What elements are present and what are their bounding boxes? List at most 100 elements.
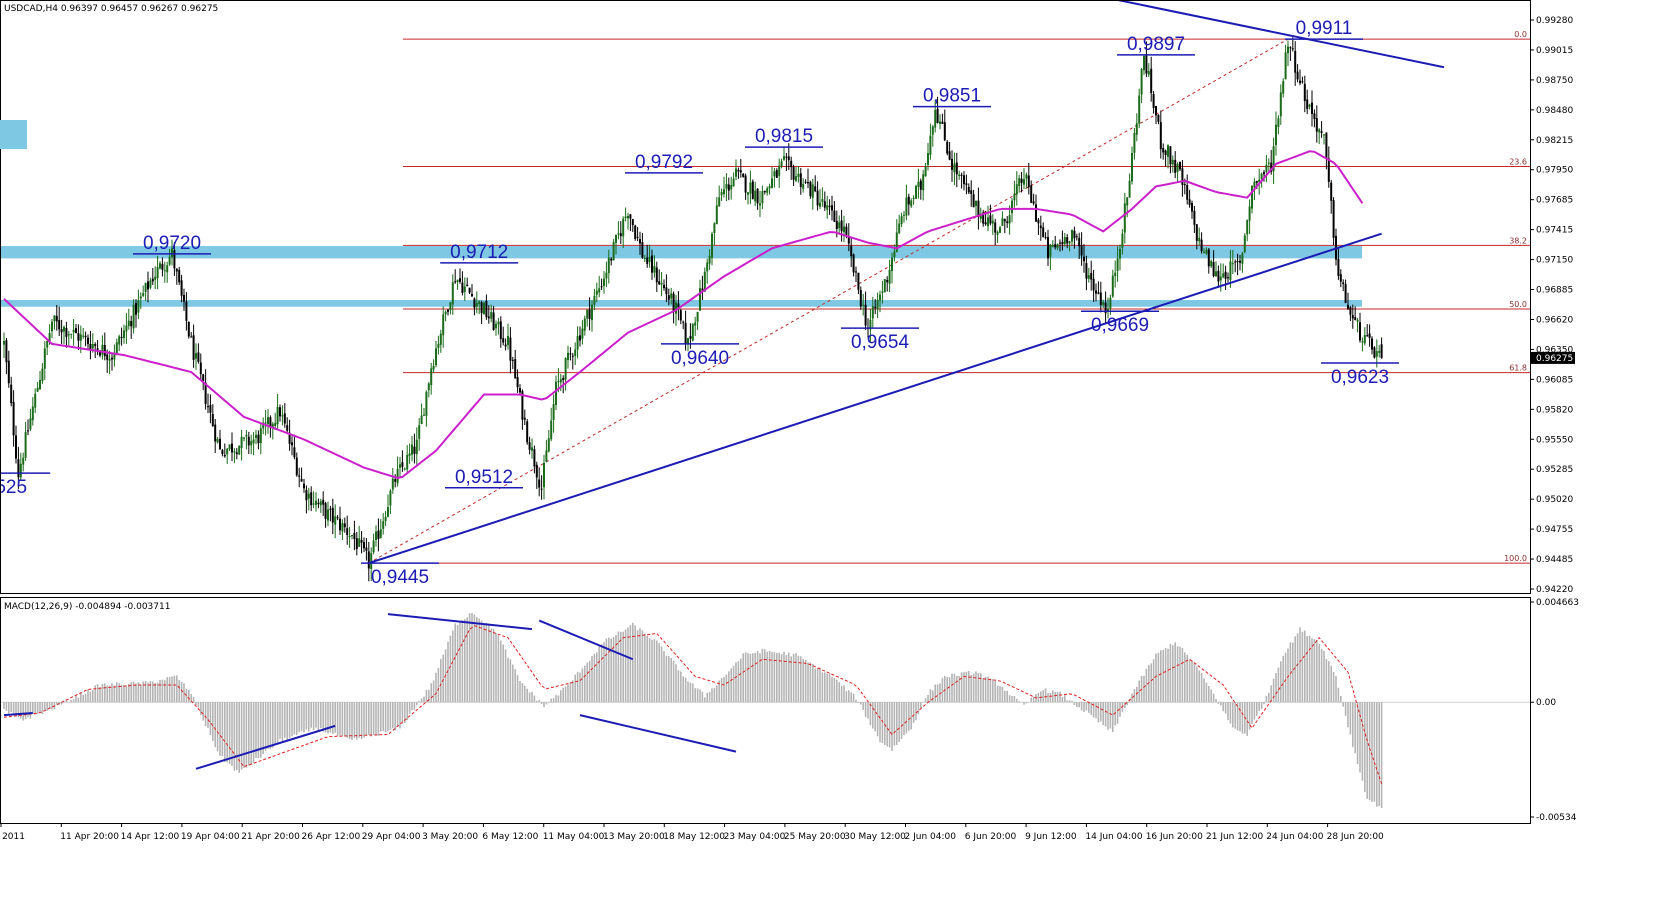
candle-body: [1263, 172, 1265, 175]
candle-body: [972, 194, 975, 208]
candle-body: [783, 156, 785, 160]
candle-body: [322, 499, 325, 505]
candle-body: [204, 382, 207, 405]
time-tick-label: 11 Apr 20:00: [60, 832, 119, 842]
candle-body: [1299, 80, 1301, 84]
candle-body: [19, 463, 22, 478]
candle-body: [1186, 185, 1189, 200]
candle-body: [751, 181, 754, 200]
candle-body: [511, 359, 514, 361]
candle-body: [281, 415, 284, 417]
candle-body: [543, 462, 545, 488]
object-marker[interactable]: [0, 120, 27, 149]
fib-level-label: 100.0: [1504, 554, 1527, 563]
macd-tick-label: 0.00: [1536, 698, 1556, 708]
candle-body: [1311, 102, 1313, 114]
candle-body: [91, 343, 94, 349]
candle-body: [317, 502, 320, 505]
time-tick-label: 24 Jun 04:00: [1266, 832, 1323, 842]
candle-body: [300, 478, 303, 482]
candle-body: [514, 359, 517, 379]
candle-body: [1066, 237, 1069, 244]
candle-body: [876, 300, 879, 310]
candle-body: [219, 438, 221, 450]
candle-body: [1277, 118, 1280, 127]
candle-body: [31, 406, 34, 421]
candle-body: [257, 434, 260, 444]
candle-body: [1279, 92, 1282, 117]
candle-body: [1282, 81, 1285, 94]
candle-body: [1150, 68, 1153, 93]
candle-body: [154, 276, 157, 280]
price-tick-label: 0.99280: [1536, 16, 1573, 26]
candle-body: [1289, 47, 1292, 49]
candle-body: [399, 464, 401, 468]
candle-body: [1123, 203, 1126, 233]
candle-body: [365, 547, 368, 551]
candle-body: [941, 121, 944, 124]
candle-body: [96, 348, 99, 350]
candle-body: [415, 439, 418, 455]
candle-body: [773, 171, 776, 177]
candle-body: [84, 335, 87, 338]
candle-body: [795, 176, 797, 181]
candle-body: [1291, 48, 1294, 50]
time-tick-label: 18 May 12:00: [663, 832, 725, 842]
candle-body: [737, 170, 740, 172]
candle-body: [715, 205, 718, 225]
candle-body: [727, 184, 730, 191]
candle-body: [459, 278, 461, 282]
candle-body: [331, 507, 334, 523]
candle-body: [845, 226, 848, 236]
candle-body: [41, 368, 44, 382]
candle-body: [747, 192, 749, 195]
candle-body: [190, 336, 193, 338]
candle-body: [1337, 258, 1340, 276]
candle-body: [279, 407, 281, 417]
time-tick-label: 14 Jun 04:00: [1085, 832, 1142, 842]
candle-body: [1308, 104, 1311, 107]
candle-body: [473, 298, 476, 308]
candle-body: [703, 271, 706, 292]
time-tick-label: 9 Jun 12:00: [1025, 832, 1077, 842]
candle-body: [372, 540, 375, 553]
candle-body: [838, 222, 841, 229]
candle-body: [768, 186, 771, 189]
candle-body: [1027, 175, 1030, 188]
candle-body: [821, 199, 824, 202]
candle-body: [819, 202, 821, 207]
candle-body: [550, 420, 553, 440]
candle-body: [379, 529, 382, 538]
candle-body: [507, 336, 509, 346]
candle-body: [600, 286, 603, 288]
candle-body: [1008, 215, 1011, 224]
candle-body: [1366, 335, 1369, 337]
candle-body: [591, 304, 593, 321]
time-tick-label: 28 Jun 20:00: [1327, 832, 1384, 842]
candle-body: [1306, 99, 1309, 110]
candle-body: [754, 190, 757, 202]
candle-body: [1296, 71, 1299, 80]
candle-body: [1013, 193, 1016, 201]
time-tick-label: 21 Apr 20:00: [241, 832, 300, 842]
candle-body: [907, 196, 910, 205]
candle-body: [125, 325, 128, 332]
candle-body: [303, 483, 305, 489]
candle-body: [1157, 114, 1160, 122]
candle-body: [1294, 50, 1297, 73]
trendline: [368, 232, 1382, 565]
candle-body: [931, 126, 934, 135]
candle-body: [936, 108, 939, 123]
candle-body: [667, 295, 670, 300]
macd-divergence-line: [538, 619, 634, 661]
candle-body: [1006, 221, 1009, 223]
candle-body: [442, 314, 445, 336]
candle-body: [864, 304, 867, 326]
time-tick-label: 25 May 20:00: [784, 832, 846, 842]
level-label: 0,9911: [1296, 18, 1353, 39]
candle-body: [1265, 164, 1268, 172]
candle-body: [847, 236, 850, 244]
candle-body: [1147, 70, 1150, 75]
price-tick-label: 0.99015: [1536, 46, 1573, 56]
